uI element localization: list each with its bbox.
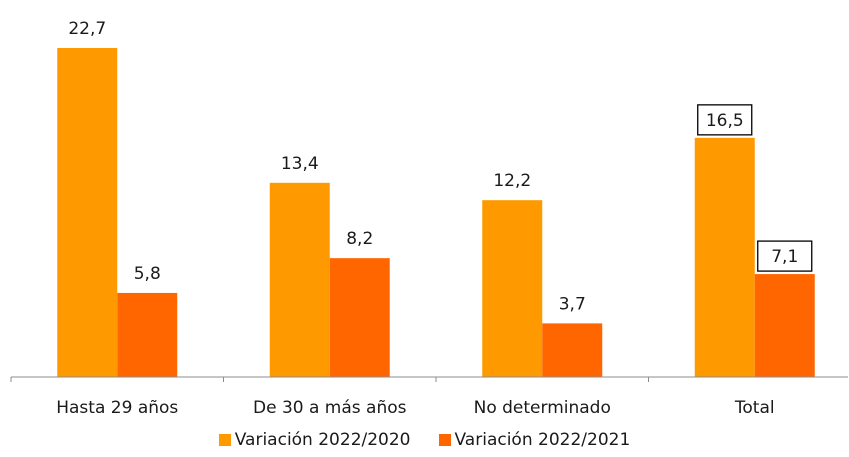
legend-swatch-series-1 bbox=[218, 434, 231, 446]
bar-chart: 22,7 5,8 13,4 8,2 12,2 3,7 16,5 7,1 Hasta 29 añ… bbox=[10, 19, 848, 418]
bar-2022-2020-4 bbox=[694, 137, 755, 377]
legend-swatch-series-2 bbox=[438, 434, 451, 446]
data-label: 8,2 bbox=[346, 229, 373, 249]
x-tick-label: Hasta 29 años bbox=[56, 398, 178, 418]
bar-2022-2020-1 bbox=[57, 48, 118, 377]
bar-2022-2021-2 bbox=[329, 258, 390, 377]
data-label: 5,8 bbox=[134, 264, 161, 284]
bar-2022-2021-1 bbox=[117, 292, 178, 377]
bar-2022-2020-2 bbox=[269, 182, 330, 377]
data-labels-group: 22,7 5,8 13,4 8,2 12,2 3,7 16,5 7,1 bbox=[68, 19, 813, 314]
x-tick-label: No determinado bbox=[474, 398, 611, 418]
legend: Variación 2022/2020 Variación 2022/2021 bbox=[0, 426, 849, 454]
bars-group bbox=[57, 48, 815, 377]
legend-label-series-2: Variación 2022/2021 bbox=[454, 430, 631, 450]
bar-2022-2021-4 bbox=[754, 274, 815, 377]
data-label: 12,2 bbox=[493, 171, 531, 191]
x-tick-label: Total bbox=[734, 398, 775, 418]
legend-label-series-1: Variación 2022/2020 bbox=[234, 430, 411, 450]
data-label-box bbox=[697, 104, 753, 136]
data-label: 16,5 bbox=[706, 111, 744, 131]
data-label-box bbox=[757, 240, 813, 272]
x-tick-label: De 30 a más años bbox=[253, 398, 407, 418]
data-label: 22,7 bbox=[68, 19, 106, 39]
legend-item-series-1: Variación 2022/2020 bbox=[218, 430, 411, 450]
x-axis: Hasta 29 años De 30 a más años No determin… bbox=[10, 376, 848, 418]
data-label: 3,7 bbox=[559, 294, 586, 314]
data-label: 7,1 bbox=[771, 247, 798, 267]
bar-2022-2020-3 bbox=[482, 200, 543, 377]
legend-item-series-2: Variación 2022/2021 bbox=[438, 430, 631, 450]
data-label: 13,4 bbox=[281, 154, 319, 174]
bar-2022-2021-3 bbox=[542, 323, 603, 377]
